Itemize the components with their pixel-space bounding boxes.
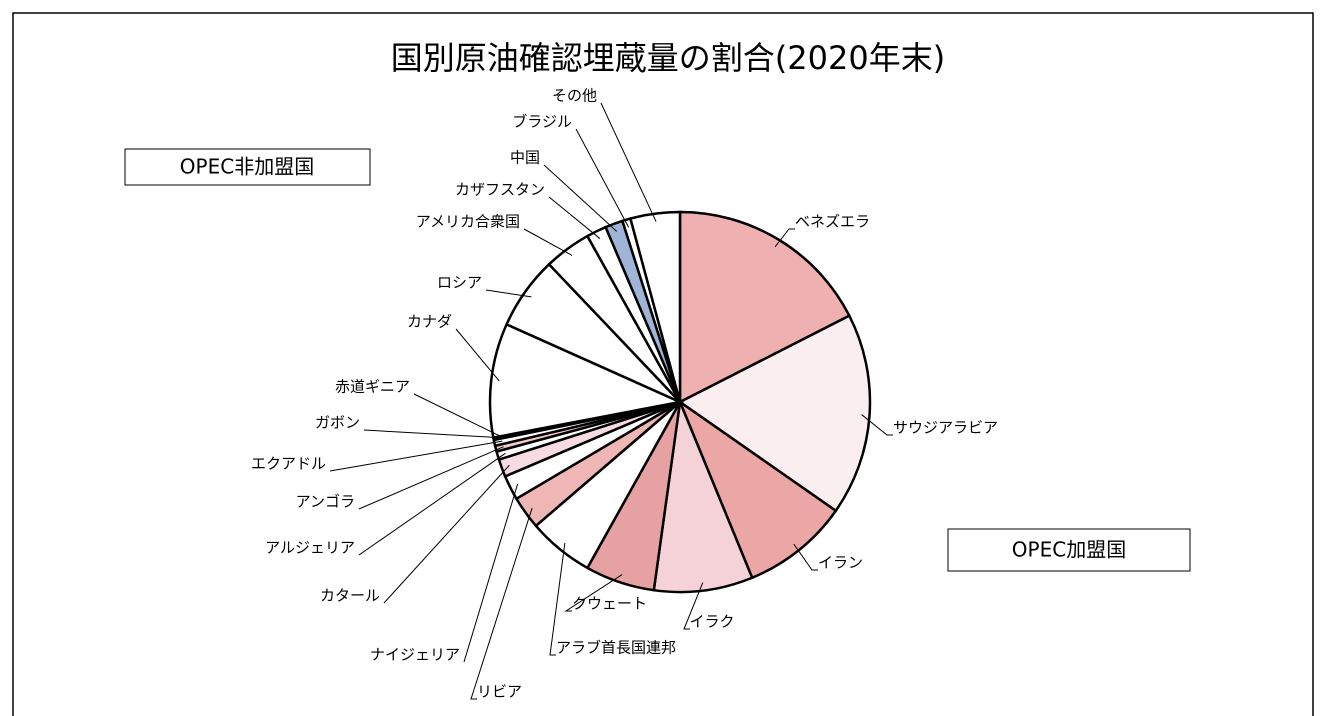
- leader-line: [774, 228, 795, 248]
- pie-slice: [677, 398, 838, 580]
- slice-label: カタール: [320, 587, 380, 605]
- leader-line: [358, 446, 504, 510]
- annotation: OPEC加盟国: [1012, 538, 1126, 562]
- slice-label: ブラジル: [512, 113, 572, 131]
- annotation: OPEC非加盟国: [180, 155, 314, 179]
- leader-line: [683, 582, 704, 630]
- annotation-box: [947, 528, 1191, 572]
- slice-label: 赤道ギニア: [335, 378, 410, 396]
- pie-slice: [677, 314, 872, 513]
- slice-label: カナダ: [407, 313, 452, 331]
- slice-label: エクアドル: [251, 455, 326, 473]
- leader-line: [455, 328, 500, 382]
- slice-label: アメリカ合衆国: [416, 213, 520, 231]
- pie-slice: [628, 210, 682, 403]
- leader-line: [413, 393, 502, 438]
- leader-line: [793, 543, 818, 571]
- slice-label: 中国: [510, 149, 540, 167]
- slice-label: その他: [552, 87, 597, 105]
- slice-label: ベネズエラ: [795, 213, 870, 231]
- leader-line: [463, 483, 519, 663]
- slice-label: サウジアラビア: [893, 419, 998, 437]
- leader-line: [470, 507, 533, 700]
- leader-line: [575, 128, 630, 228]
- leader-line: [383, 464, 510, 604]
- slice-label: ナイジェリア: [370, 646, 460, 664]
- pie-slice: [678, 210, 851, 405]
- leader-line: [485, 289, 532, 298]
- leader-line: [358, 452, 506, 556]
- slice-label: イラン: [818, 554, 863, 572]
- leader-line: [549, 542, 566, 656]
- chart-frame: [12, 12, 1314, 716]
- leader-line: [543, 164, 618, 232]
- leader-line: [329, 440, 503, 472]
- slice-label: ガボン: [315, 414, 360, 432]
- slice-label: イラク: [689, 613, 734, 631]
- slice-label: アルジェリア: [265, 539, 355, 557]
- leader-line: [363, 429, 502, 439]
- leader-line: [861, 414, 893, 436]
- slice-label: アラブ首長国連邦: [556, 639, 676, 657]
- leader-line: [548, 196, 601, 239]
- leader-line: [523, 228, 573, 256]
- slice-label: アンゴラ: [296, 493, 355, 511]
- slice-label: ロシア: [437, 274, 482, 292]
- pie-slice: [652, 397, 754, 594]
- slice-label: リビア: [477, 683, 522, 701]
- annotation-box: [124, 148, 371, 186]
- leader-line: [600, 102, 657, 222]
- leader-line: [564, 574, 623, 612]
- slice-label: カザフスタン: [455, 181, 545, 199]
- chart-title: 国別原油確認埋蔵量の割合(2020年末): [391, 39, 945, 77]
- slice-label: クウェート: [572, 595, 647, 613]
